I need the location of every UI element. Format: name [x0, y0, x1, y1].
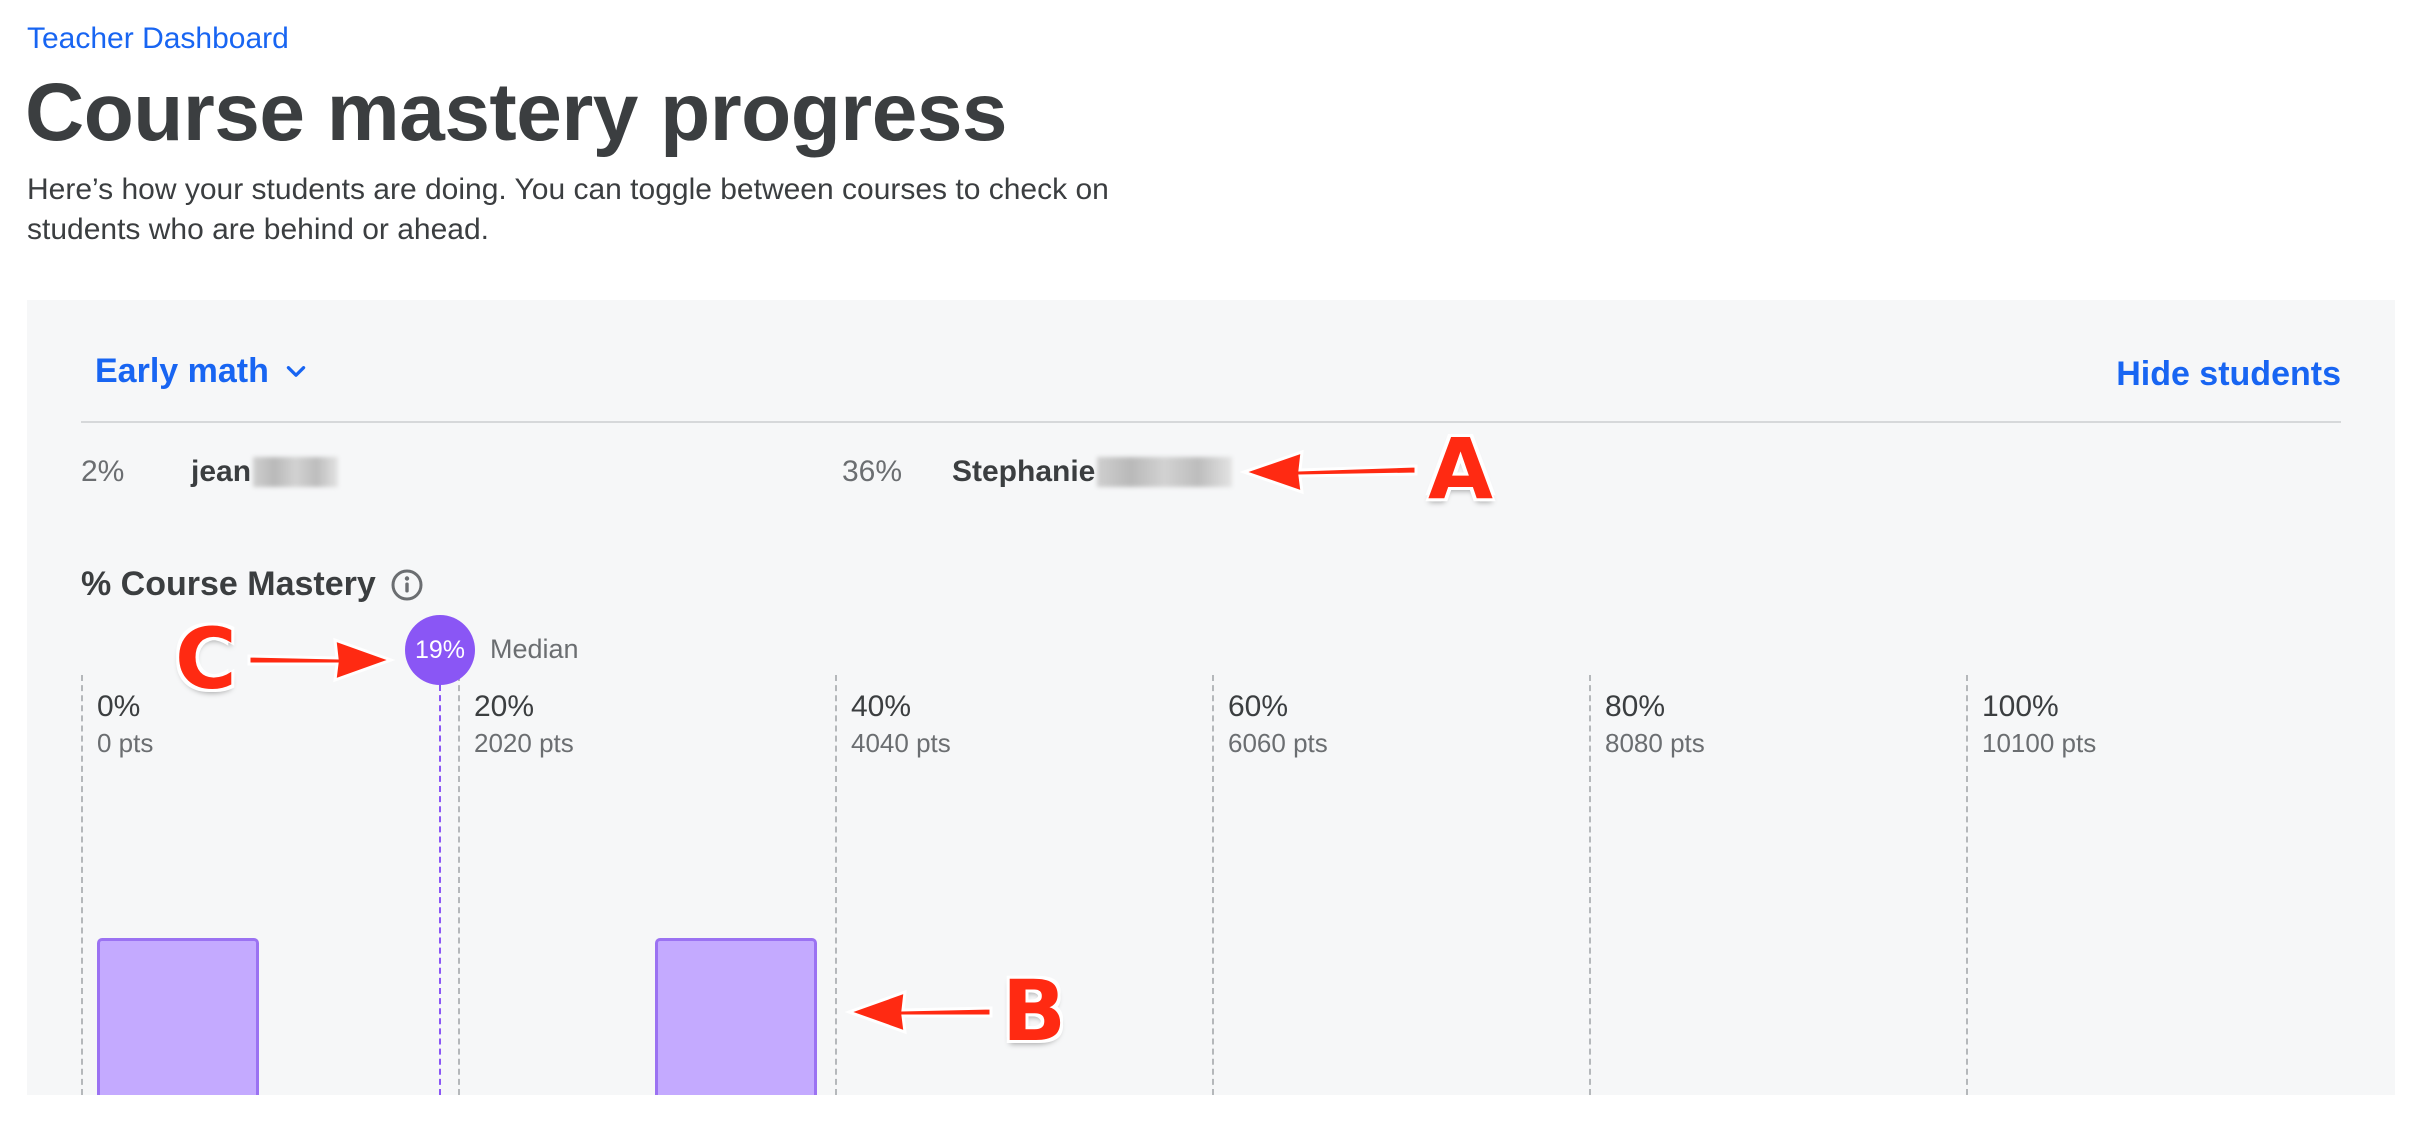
header-divider [81, 421, 2341, 423]
redacted-surname [1097, 457, 1233, 487]
annotation-arrow-c [247, 637, 395, 683]
histogram-bar-0-10[interactable] [97, 938, 259, 1095]
tick-line-20 [458, 675, 460, 1095]
breadcrumb-teacher-dashboard[interactable]: Teacher Dashboard [27, 22, 289, 55]
mastery-panel: Early math Hide students 2% jean 36% Ste… [27, 300, 2395, 1095]
student-row[interactable]: 2% jean [81, 450, 339, 494]
tick-line-80 [1589, 675, 1591, 1095]
tick-percent-label: 80% [1605, 690, 1666, 723]
annotation-letter-a: A [1428, 420, 1494, 518]
course-select-label: Early math [95, 352, 269, 390]
student-name: jean [191, 455, 252, 488]
annotation-arrow-a [1240, 449, 1418, 495]
median-line [439, 685, 441, 1095]
page-description: Here’s how your students are doing. You … [27, 173, 1109, 246]
course-mastery-label: % Course Mastery [81, 565, 376, 603]
redacted-surname [253, 457, 339, 487]
student-name: Stephanie [952, 455, 1096, 488]
info-icon[interactable] [390, 568, 424, 602]
tick-points-label: 4040 pts [851, 728, 951, 758]
hide-students-button[interactable]: Hide students [2116, 355, 2341, 393]
course-select-dropdown[interactable]: Early math [95, 352, 309, 391]
page-title: Course mastery progress [25, 67, 1008, 158]
tick-line-0 [81, 675, 83, 1095]
median-badge: 19% [405, 615, 475, 685]
tick-percent-label: 100% [1982, 690, 2059, 723]
student-percent: 2% [81, 455, 125, 488]
histogram-bar-30-40[interactable] [655, 938, 817, 1095]
annotation-arrow-b [845, 989, 993, 1035]
tick-points-label: 0 pts [97, 728, 154, 758]
tick-percent-label: 40% [851, 690, 912, 723]
annotation-letter-c: C [175, 610, 237, 708]
tick-percent-label: 20% [474, 690, 535, 723]
chevron-down-icon [286, 365, 306, 377]
student-percent: 36% [842, 455, 903, 488]
student-row[interactable]: 36% Stephanie [842, 450, 1233, 494]
tick-line-40 [835, 675, 837, 1095]
tick-line-100 [1966, 675, 1968, 1095]
annotation-letter-b: B [1002, 962, 1067, 1060]
tick-percent-label: 0% [97, 690, 141, 723]
tick-percent-label: 60% [1228, 690, 1289, 723]
course-mastery-heading: % Course Mastery [81, 565, 424, 604]
tick-points-label: 8080 pts [1605, 728, 1705, 758]
tick-points-label: 6060 pts [1228, 728, 1328, 758]
median-label: Median [490, 634, 579, 664]
tick-points-label: 2020 pts [474, 728, 574, 758]
tick-line-60 [1212, 675, 1214, 1095]
tick-points-label: 10100 pts [1982, 728, 2097, 758]
